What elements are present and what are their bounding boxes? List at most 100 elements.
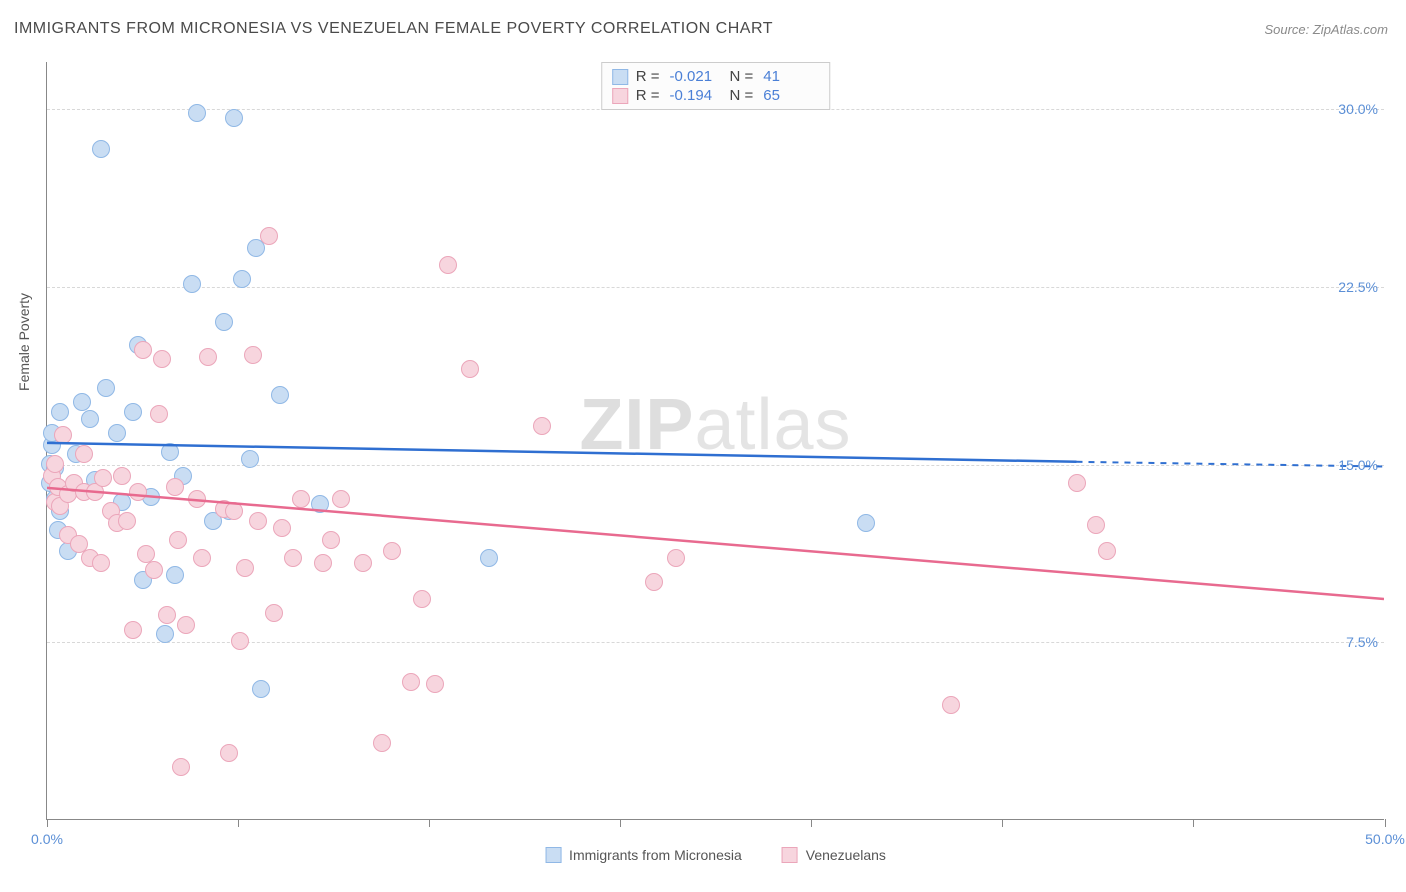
data-point-micronesia: [124, 403, 142, 421]
data-point-venezuelans: [1098, 542, 1116, 560]
stat-r-label: R =: [636, 87, 660, 104]
legend-label: Immigrants from Micronesia: [569, 847, 742, 863]
source-attribution: Source: ZipAtlas.com: [1264, 22, 1388, 37]
watermark: ZIPatlas: [579, 384, 851, 466]
x-tick: [1002, 819, 1003, 827]
legend-swatch-micronesia: [612, 69, 628, 85]
data-point-venezuelans: [1087, 516, 1105, 534]
data-point-micronesia: [183, 275, 201, 293]
data-point-venezuelans: [124, 621, 142, 639]
data-point-venezuelans: [383, 542, 401, 560]
data-point-venezuelans: [75, 483, 93, 501]
data-point-venezuelans: [49, 478, 67, 496]
data-point-venezuelans: [461, 360, 479, 378]
data-point-venezuelans: [59, 485, 77, 503]
data-point-venezuelans: [667, 549, 685, 567]
data-point-venezuelans: [43, 467, 61, 485]
x-tick: [1193, 819, 1194, 827]
data-point-micronesia: [166, 566, 184, 584]
legend-swatch-venezuelans: [782, 847, 798, 863]
data-point-micronesia: [174, 467, 192, 485]
data-point-micronesia: [41, 455, 59, 473]
data-point-micronesia: [46, 459, 64, 477]
data-point-venezuelans: [402, 673, 420, 691]
source-prefix: Source:: [1264, 22, 1312, 37]
legend-item-venezuelans: Venezuelans: [782, 847, 886, 863]
stat-r-label: R =: [636, 68, 660, 85]
x-tick-label: 0.0%: [31, 831, 63, 847]
watermark-thin: atlas: [694, 385, 851, 465]
x-tick: [1385, 819, 1386, 827]
data-point-venezuelans: [134, 341, 152, 359]
data-point-micronesia: [43, 424, 61, 442]
data-point-micronesia: [252, 680, 270, 698]
data-point-venezuelans: [169, 531, 187, 549]
data-point-micronesia: [113, 493, 131, 511]
data-point-venezuelans: [314, 554, 332, 572]
stat-n-value: 65: [763, 87, 815, 104]
data-point-venezuelans: [86, 483, 104, 501]
data-point-micronesia: [81, 410, 99, 428]
data-point-venezuelans: [51, 497, 69, 515]
data-point-venezuelans: [439, 256, 457, 274]
chart-title: IMMIGRANTS FROM MICRONESIA VS VENEZUELAN…: [14, 20, 773, 38]
stats-row-venezuelans: R = -0.194N = 65: [612, 86, 816, 105]
legend-label: Venezuelans: [806, 847, 886, 863]
data-point-venezuelans: [153, 350, 171, 368]
y-axis-label: Female Poverty: [16, 293, 32, 391]
data-point-venezuelans: [113, 467, 131, 485]
data-point-venezuelans: [102, 502, 120, 520]
stat-n-value: 41: [763, 68, 815, 85]
data-point-micronesia: [97, 379, 115, 397]
data-point-micronesia: [51, 403, 69, 421]
data-point-venezuelans: [118, 512, 136, 530]
data-point-micronesia: [86, 471, 104, 489]
stat-r-value: -0.021: [670, 68, 722, 85]
grid-line: [47, 287, 1384, 288]
series-legend: Immigrants from Micronesia Venezuelans: [545, 847, 886, 863]
data-point-venezuelans: [231, 632, 249, 650]
data-point-venezuelans: [1068, 474, 1086, 492]
data-point-venezuelans: [373, 734, 391, 752]
data-point-venezuelans: [249, 512, 267, 530]
data-point-venezuelans: [426, 675, 444, 693]
data-point-venezuelans: [150, 405, 168, 423]
data-point-venezuelans: [177, 616, 195, 634]
legend-item-micronesia: Immigrants from Micronesia: [545, 847, 742, 863]
data-point-venezuelans: [332, 490, 350, 508]
data-point-venezuelans: [533, 417, 551, 435]
data-point-micronesia: [41, 474, 59, 492]
stat-n-label: N =: [730, 87, 754, 104]
data-point-venezuelans: [284, 549, 302, 567]
data-point-venezuelans: [145, 561, 163, 579]
data-point-venezuelans: [137, 545, 155, 563]
data-point-micronesia: [129, 336, 147, 354]
data-point-micronesia: [161, 443, 179, 461]
data-point-venezuelans: [193, 549, 211, 567]
data-point-micronesia: [59, 542, 77, 560]
data-point-venezuelans: [322, 531, 340, 549]
x-tick: [47, 819, 48, 827]
data-point-venezuelans: [942, 696, 960, 714]
data-point-venezuelans: [292, 490, 310, 508]
data-point-micronesia: [142, 488, 160, 506]
data-point-micronesia: [108, 424, 126, 442]
data-point-micronesia: [311, 495, 329, 513]
data-point-venezuelans: [94, 469, 112, 487]
data-point-venezuelans: [92, 554, 110, 572]
y-tick-label: 7.5%: [1346, 634, 1378, 650]
data-point-micronesia: [43, 436, 61, 454]
data-point-micronesia: [233, 270, 251, 288]
data-point-venezuelans: [81, 549, 99, 567]
data-point-venezuelans: [129, 483, 147, 501]
data-point-micronesia: [220, 502, 238, 520]
data-point-venezuelans: [273, 519, 291, 537]
data-point-micronesia: [51, 502, 69, 520]
data-point-venezuelans: [199, 348, 217, 366]
data-point-venezuelans: [413, 590, 431, 608]
data-point-micronesia: [188, 104, 206, 122]
legend-swatch-venezuelans: [612, 88, 628, 104]
regression-line-micronesia: [47, 443, 1076, 462]
data-point-micronesia: [215, 313, 233, 331]
data-point-venezuelans: [166, 478, 184, 496]
